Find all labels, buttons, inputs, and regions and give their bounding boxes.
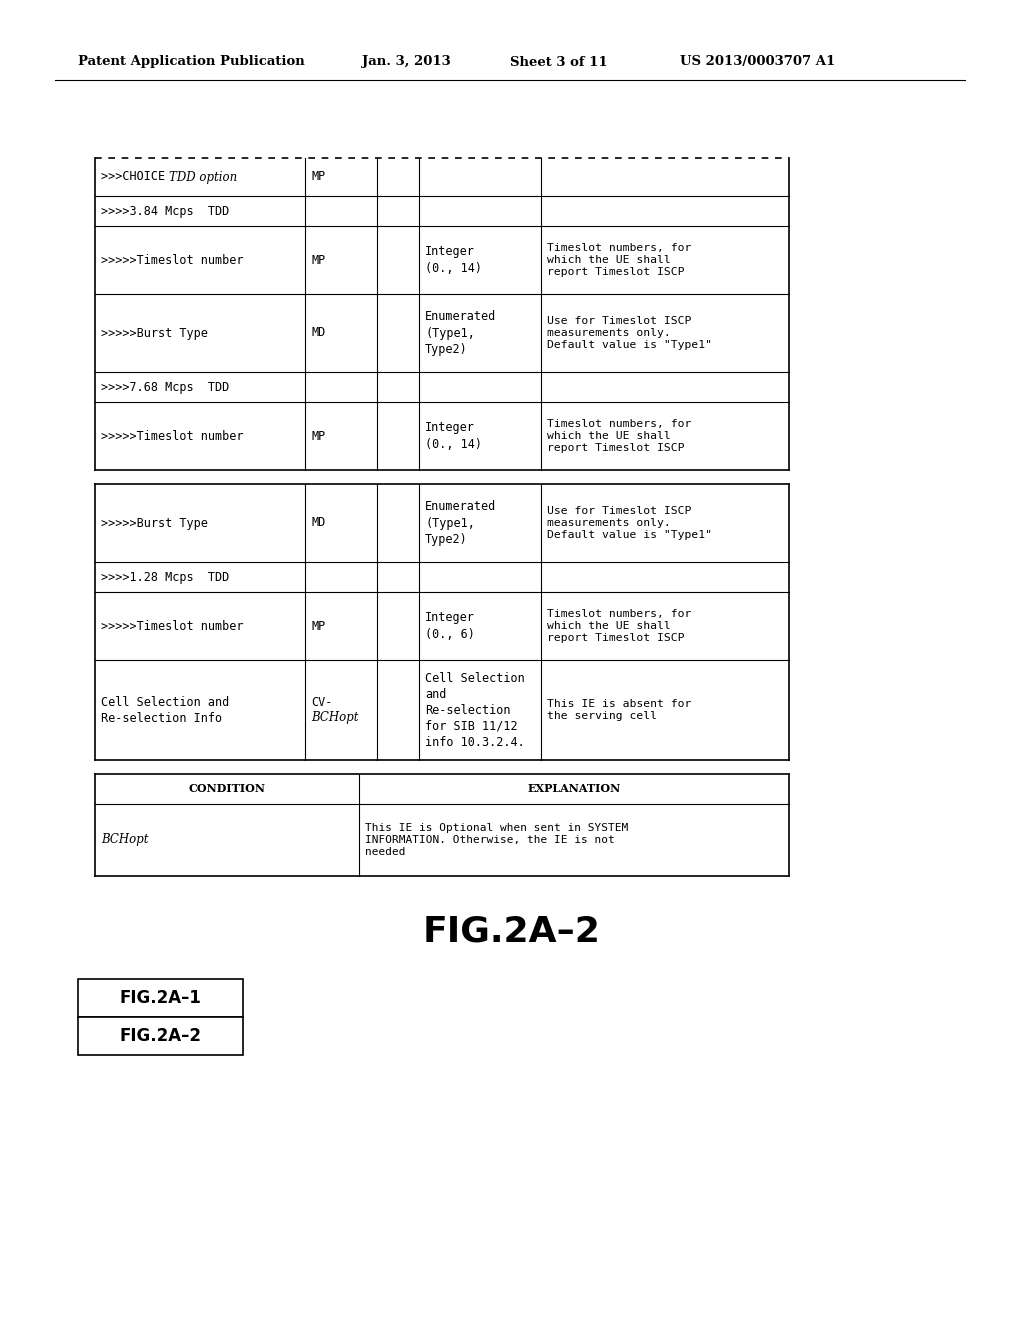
- Text: CV-: CV-: [311, 696, 333, 709]
- Text: BCHopt: BCHopt: [311, 711, 358, 725]
- Text: Use for Timeslot ISCP
measurements only.
Default value is "Type1": Use for Timeslot ISCP measurements only.…: [547, 315, 712, 350]
- Text: US 2013/0003707 A1: US 2013/0003707 A1: [680, 55, 836, 69]
- Text: >>>>>Burst Type: >>>>>Burst Type: [101, 516, 208, 529]
- Text: >>>CHOICE: >>>CHOICE: [101, 170, 179, 183]
- Text: FIG.2A–2: FIG.2A–2: [120, 1027, 202, 1045]
- Text: >>>>>Timeslot number: >>>>>Timeslot number: [101, 619, 244, 632]
- Text: Enumerated
(Type1,
Type2): Enumerated (Type1, Type2): [425, 500, 497, 545]
- Text: MD: MD: [311, 516, 326, 529]
- Text: Timeslot numbers, for
which the UE shall
report Timeslot ISCP: Timeslot numbers, for which the UE shall…: [547, 243, 691, 277]
- Text: MP: MP: [311, 170, 326, 183]
- Text: EXPLANATION: EXPLANATION: [527, 784, 621, 795]
- Text: TDD option: TDD option: [169, 170, 238, 183]
- Text: MP: MP: [311, 253, 326, 267]
- Text: This IE is Optional when sent in SYSTEM
INFORMATION. Otherwise, the IE is not
ne: This IE is Optional when sent in SYSTEM …: [365, 824, 628, 857]
- Text: Cell Selection
and
Re-selection
for SIB 11/12
info 10.3.2.4.: Cell Selection and Re-selection for SIB …: [425, 672, 524, 748]
- Text: BCHopt: BCHopt: [101, 833, 148, 846]
- Text: MP: MP: [311, 619, 326, 632]
- Text: Use for Timeslot ISCP
measurements only.
Default value is "Type1": Use for Timeslot ISCP measurements only.…: [547, 506, 712, 540]
- Text: FIG.2A–1: FIG.2A–1: [120, 989, 202, 1007]
- Text: FIG.2A–2: FIG.2A–2: [423, 913, 601, 948]
- Text: Jan. 3, 2013: Jan. 3, 2013: [362, 55, 451, 69]
- Text: >>>>1.28 Mcps  TDD: >>>>1.28 Mcps TDD: [101, 570, 229, 583]
- Text: Integer
(0., 14): Integer (0., 14): [425, 246, 482, 275]
- Text: Cell Selection and
Re-selection Info: Cell Selection and Re-selection Info: [101, 696, 229, 725]
- Text: >>>>>Burst Type: >>>>>Burst Type: [101, 326, 208, 339]
- Text: Timeslot numbers, for
which the UE shall
report Timeslot ISCP: Timeslot numbers, for which the UE shall…: [547, 418, 691, 453]
- Text: Timeslot numbers, for
which the UE shall
report Timeslot ISCP: Timeslot numbers, for which the UE shall…: [547, 609, 691, 643]
- Bar: [78, 1016, 243, 1055]
- Text: Patent Application Publication: Patent Application Publication: [78, 55, 305, 69]
- Text: CONDITION: CONDITION: [188, 784, 265, 795]
- Text: >>>>7.68 Mcps  TDD: >>>>7.68 Mcps TDD: [101, 380, 229, 393]
- Text: MD: MD: [311, 326, 326, 339]
- Text: This IE is absent for
the serving cell: This IE is absent for the serving cell: [547, 698, 691, 721]
- Bar: [78, 979, 243, 1016]
- Text: Enumerated
(Type1,
Type2): Enumerated (Type1, Type2): [425, 310, 497, 355]
- Text: MP: MP: [311, 429, 326, 442]
- Text: Integer
(0., 14): Integer (0., 14): [425, 421, 482, 450]
- Text: >>>>>Timeslot number: >>>>>Timeslot number: [101, 429, 244, 442]
- Text: Sheet 3 of 11: Sheet 3 of 11: [510, 55, 607, 69]
- Text: >>>>>Timeslot number: >>>>>Timeslot number: [101, 253, 244, 267]
- Text: >>>>3.84 Mcps  TDD: >>>>3.84 Mcps TDD: [101, 205, 229, 218]
- Text: Integer
(0., 6): Integer (0., 6): [425, 611, 475, 640]
